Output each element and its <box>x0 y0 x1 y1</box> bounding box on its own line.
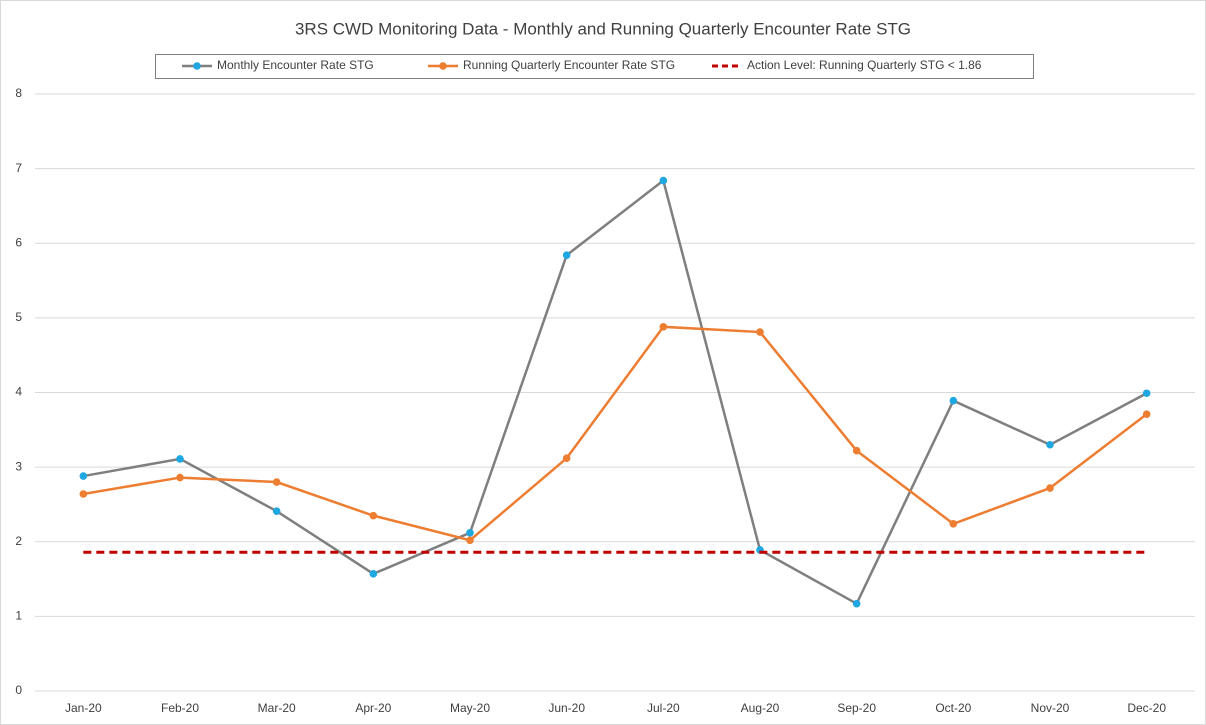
legend-marker <box>439 62 447 70</box>
chart-title: 3RS CWD Monitoring Data - Monthly and Ru… <box>295 19 911 38</box>
y-tick-label: 4 <box>15 385 22 399</box>
series-marker <box>466 536 474 545</box>
series-marker <box>176 455 184 463</box>
legend-marker <box>193 62 201 70</box>
y-tick-label: 8 <box>15 86 22 100</box>
legend-box <box>155 54 1034 79</box>
series-marker <box>79 490 88 498</box>
legend-label: Monthly Encounter Rate STG <box>217 58 374 72</box>
series-marker <box>852 599 861 608</box>
y-tick-label: 5 <box>15 310 22 324</box>
x-tick-label: Aug-20 <box>741 701 780 715</box>
series-marker <box>949 520 958 528</box>
series-marker <box>949 396 958 405</box>
y-tick-label: 7 <box>15 161 22 175</box>
y-tick-label: 2 <box>15 534 22 548</box>
series-marker <box>272 478 281 486</box>
series-marker <box>79 472 88 480</box>
series-marker <box>1046 440 1054 449</box>
x-tick-label: Sep-20 <box>837 701 876 715</box>
legend-label: Running Quarterly Encounter Rate STG <box>463 58 675 72</box>
x-tick-label: Nov-20 <box>1031 701 1070 715</box>
x-tick-label: Mar-20 <box>258 701 296 715</box>
series-marker <box>369 570 378 578</box>
series-marker <box>1142 389 1151 398</box>
series-marker <box>466 528 474 537</box>
series-marker <box>1046 484 1054 492</box>
series-marker <box>659 176 668 185</box>
x-tick-label: Jan-20 <box>65 701 102 715</box>
legend-label: Action Level: Running Quarterly STG < 1.… <box>747 58 982 72</box>
series-marker <box>272 507 281 515</box>
x-tick-label: Feb-20 <box>161 701 199 715</box>
series-marker <box>176 473 184 482</box>
series-line <box>83 325 1148 542</box>
x-tick-label: Oct-20 <box>935 701 971 715</box>
series-marker <box>1142 410 1151 418</box>
series-marker <box>562 251 571 259</box>
y-tick-label: 1 <box>15 609 22 623</box>
x-tick-label: Jun-20 <box>548 701 585 715</box>
series-marker <box>562 454 571 462</box>
y-tick-label: 0 <box>15 683 22 697</box>
y-tick-label: 3 <box>15 459 22 473</box>
series-marker <box>852 446 861 455</box>
series-marker <box>369 511 378 520</box>
series-line <box>83 178 1148 606</box>
series-marker <box>659 323 668 331</box>
x-tick-label: May-20 <box>450 701 490 715</box>
x-tick-label: Dec-20 <box>1127 701 1166 715</box>
x-tick-label: Jul-20 <box>647 701 680 715</box>
x-tick-label: Apr-20 <box>355 701 391 715</box>
series-marker <box>756 328 764 336</box>
y-tick-label: 6 <box>15 235 22 249</box>
